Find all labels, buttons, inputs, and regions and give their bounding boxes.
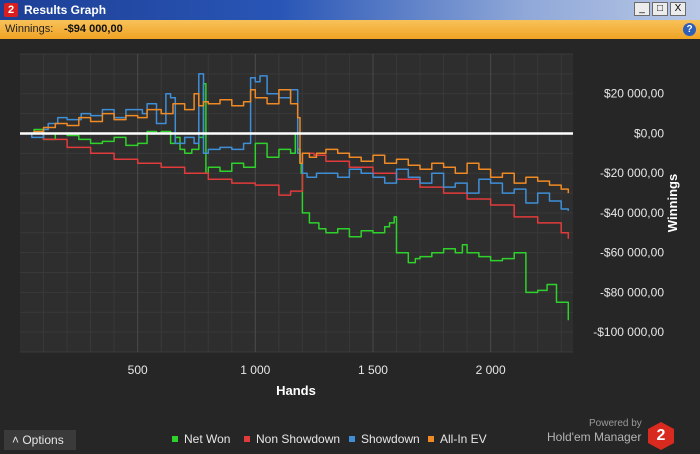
series-line-showdown [20, 73, 570, 211]
legend-swatch [172, 436, 178, 442]
legend-label: Non Showdown [256, 432, 341, 446]
legend-swatch [244, 436, 250, 442]
window-title: Results Graph [24, 3, 107, 17]
legend-label: All-In EV [440, 432, 487, 446]
y-tick-label: -$20 000,00 [600, 166, 664, 180]
results-chart: 500 1 000 1 500 2 000 $20 000,00 $0,00 -$20 0… [20, 53, 680, 398]
legend-swatch [349, 436, 355, 442]
legend-item-all-in-ev[interactable]: All-In EV [428, 432, 487, 446]
legend-item-non-showdown[interactable]: Non Showdown [244, 432, 340, 446]
legend-label: Showdown [361, 432, 420, 446]
legend-swatch [428, 436, 434, 442]
brand-name: Hold'em Manager [547, 430, 642, 444]
legend-label: Net Won [184, 432, 231, 446]
close-button[interactable]: X [670, 2, 686, 16]
winnings-label: Winnings: [5, 23, 54, 35]
help-icon[interactable]: ? [683, 23, 696, 36]
y-tick-label: $0,00 [634, 126, 664, 140]
y-tick-label: -$40 000,00 [600, 206, 664, 220]
x-tick-label: 2 000 [476, 363, 506, 377]
options-button[interactable]: ˄ Options [4, 430, 76, 450]
winnings-value: -$94 000,00 [64, 23, 123, 35]
y-tick-label: -$100 000,00 [593, 325, 664, 339]
y-tick-label: -$60 000,00 [600, 246, 664, 260]
x-axis-label: Hands [276, 383, 316, 398]
app-icon: 2 [4, 3, 18, 17]
minimize-button[interactable]: _ [634, 2, 650, 16]
maximize-button[interactable]: □ [652, 2, 668, 16]
powered-by-label: Powered by [589, 418, 642, 429]
y-tick-label: -$80 000,00 [600, 285, 664, 299]
x-tick-label: 1 000 [240, 363, 270, 377]
y-axis-label: Winnings [665, 174, 680, 232]
series-line-all-in-ev [20, 89, 570, 194]
winnings-bar: Winnings: -$94 000,00 ? [0, 20, 700, 39]
title-bar[interactable]: 2 Results Graph _ □ X [0, 0, 700, 20]
y-tick-label: $20 000,00 [604, 87, 664, 101]
legend-item-net-won[interactable]: Net Won [172, 432, 230, 446]
x-tick-label: 500 [128, 363, 148, 377]
x-tick-label: 1 500 [358, 363, 388, 377]
legend-item-showdown[interactable]: Showdown [349, 432, 420, 446]
